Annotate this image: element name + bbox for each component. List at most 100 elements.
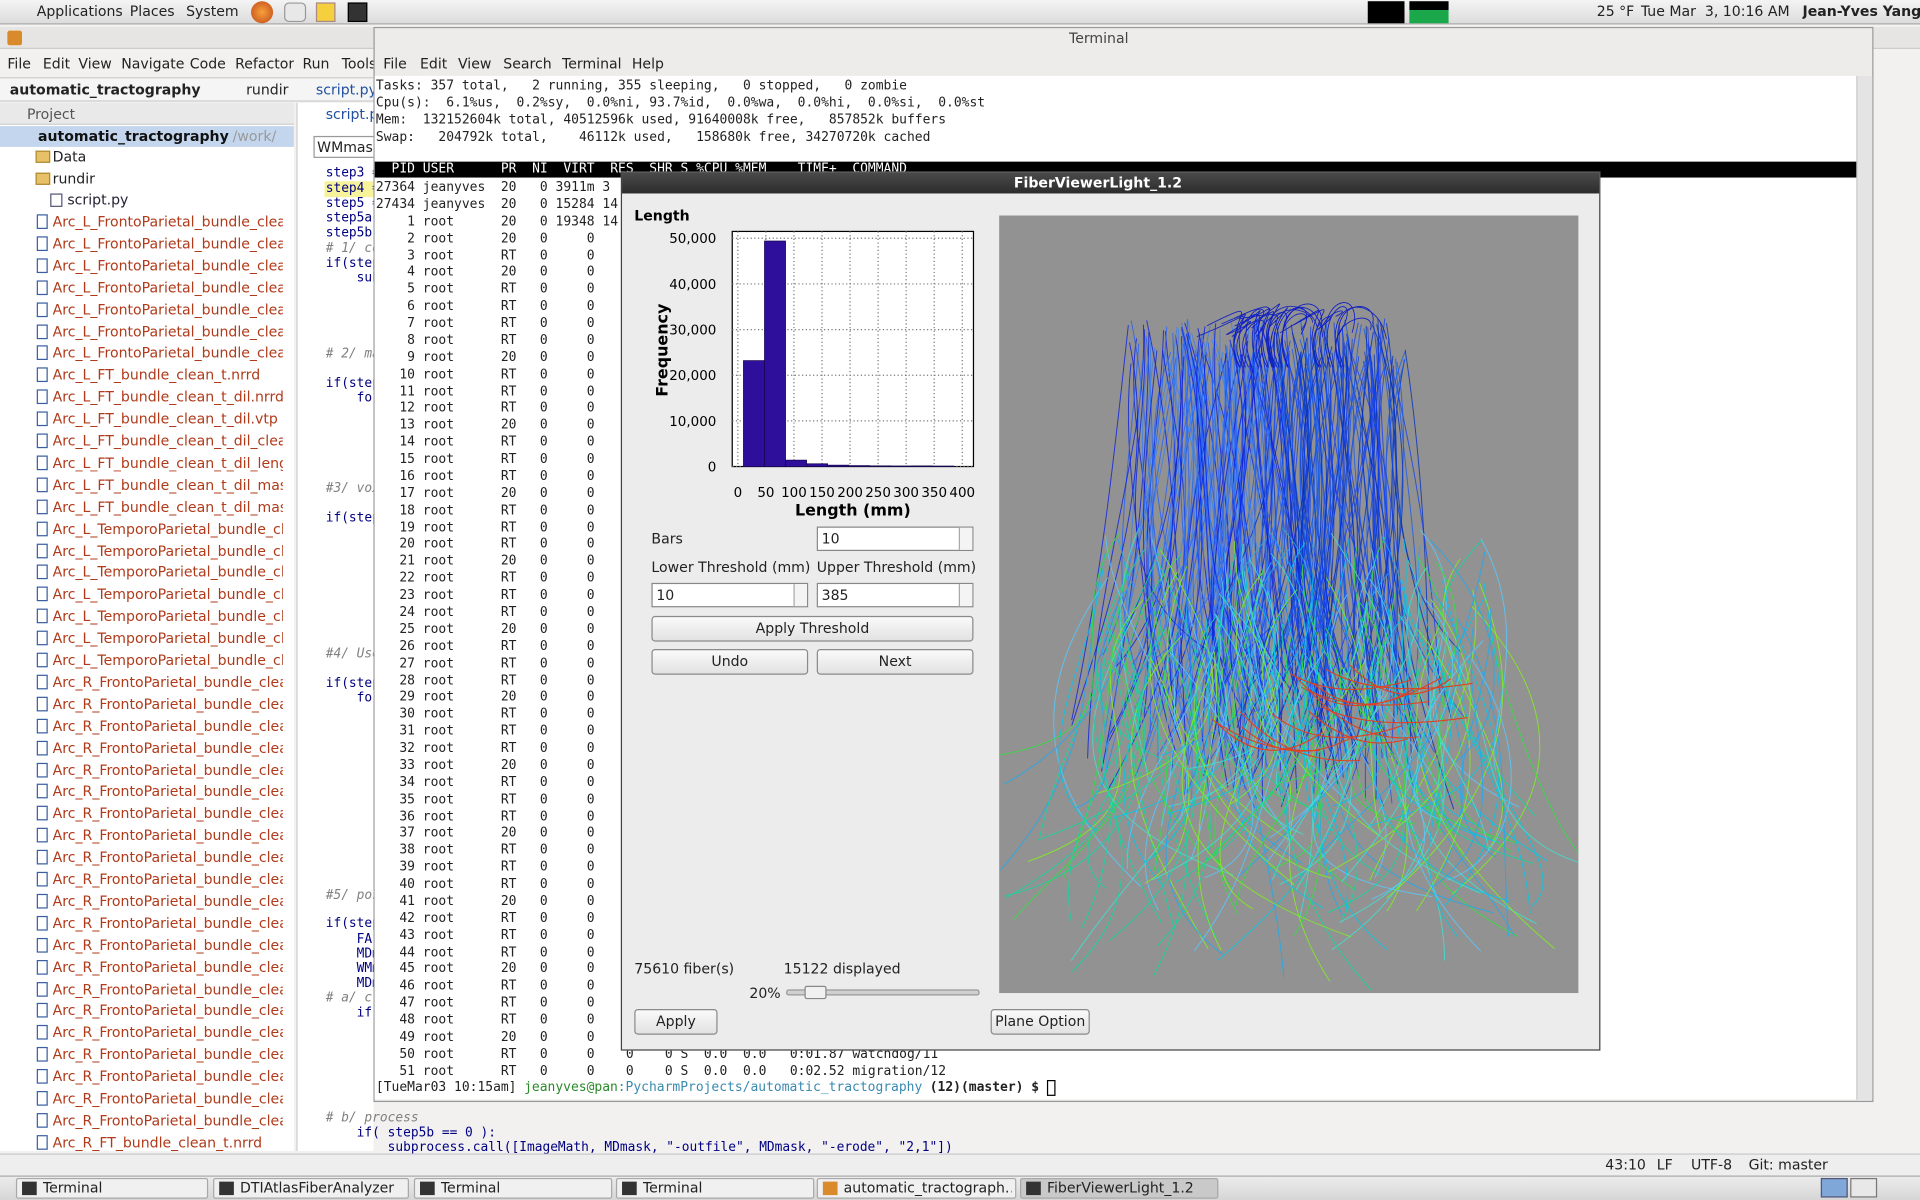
tree-file[interactable]: Arc_R_FrontoParietal_bundle_clean_ — [52, 717, 283, 735]
tree-file[interactable]: Arc_R_FrontoParietal_bundle_clean_ — [52, 958, 283, 976]
status-item[interactable]: 43:10 — [1605, 1155, 1646, 1174]
terminal-menu[interactable]: Edit — [420, 55, 448, 73]
breadcrumb[interactable]: script.py — [315, 80, 377, 98]
panel-menu[interactable]: Places — [129, 2, 175, 20]
folder[interactable]: Data — [52, 148, 87, 166]
tree-file[interactable]: Arc_R_FrontoParietal_bundle_clean_ — [52, 1111, 283, 1129]
tree-file[interactable]: Arc_L_FT_bundle_clean_t_dil.vtp — [52, 410, 278, 428]
task-button[interactable] — [15, 1177, 209, 1199]
terminal-menu[interactable]: File — [383, 55, 407, 73]
tree-file[interactable]: Arc_L_FT_bundle_clean_t_dil_maskT — [52, 497, 283, 516]
tree-file[interactable]: Arc_L_FT_bundle_clean_t.nrrd — [52, 366, 261, 384]
task-label[interactable]: Terminal — [642, 1179, 703, 1197]
tree-file[interactable]: Arc_R_FrontoParietal_bundle_clean_ — [52, 695, 283, 713]
tree-file[interactable]: Arc_R_FrontoParietal_bundle_clean_ — [52, 892, 283, 910]
task-label[interactable]: FiberViewerLight_1.2 — [1046, 1179, 1194, 1197]
launcher[interactable] — [251, 1, 274, 24]
spinbox-value[interactable]: 10 — [656, 586, 675, 604]
menu-item[interactable]: Navigate — [121, 55, 185, 73]
terminal-menu[interactable]: Help — [631, 55, 664, 73]
tree-file[interactable]: Arc_R_FrontoParietal_bundle_clean_ — [52, 673, 283, 691]
tree-file[interactable]: Arc_R_FrontoParietal_bundle_clean_ — [52, 739, 283, 757]
launcher[interactable] — [284, 2, 307, 23]
tree-file[interactable]: Arc_L_TemporoParietal_bundle_clea — [52, 563, 283, 581]
tree-file[interactable]: Arc_L_FrontoParietal_bundle_clean_ — [52, 256, 283, 275]
task-label[interactable]: Terminal — [42, 1179, 103, 1197]
button[interactable]: Next — [816, 648, 974, 675]
tree-file[interactable]: Arc_L_FrontoParietal_bundle_clean_ — [52, 278, 283, 296]
user[interactable]: Jean-Yves Yang — [1802, 2, 1920, 20]
tree-file[interactable]: Arc_L_TemporoParietal_bundle_clea — [52, 541, 283, 559]
launcher[interactable] — [315, 2, 336, 23]
tree-file[interactable]: Arc_L_TemporoParietal_bundle_clea — [52, 585, 283, 603]
tree-file[interactable]: Arc_L_FT_bundle_clean_t_dil.nrrd — [52, 388, 283, 406]
script-file[interactable]: script.py — [67, 191, 129, 209]
spinbox[interactable] — [651, 582, 809, 608]
status-item[interactable]: Git: master — [1748, 1155, 1828, 1174]
menu-item[interactable]: Run — [302, 55, 330, 73]
tree-file[interactable]: Arc_R_FrontoParietal_bundle_clean_ — [52, 826, 283, 844]
project-label[interactable]: Project — [26, 105, 76, 123]
editor-tab[interactable]: script.py — [325, 105, 375, 123]
tree-file[interactable]: Arc_L_FrontoParietal_bundle_clean_ — [52, 300, 283, 318]
button[interactable]: Apply Threshold — [651, 615, 974, 642]
breadcrumb[interactable]: rundir — [246, 80, 289, 98]
tree-file[interactable]: Arc_R_FrontoParietal_bundle_clean_ — [52, 936, 283, 954]
clock[interactable]: Tue Mar 3, 10:16 AM — [1640, 2, 1790, 20]
task-label[interactable]: automatic_tractograph... — [843, 1179, 1012, 1197]
tree-file[interactable]: Arc_R_FrontoParietal_bundle_clean_ — [52, 1089, 283, 1107]
task-button[interactable] — [1020, 1177, 1219, 1199]
menu-item[interactable]: File — [7, 55, 31, 73]
status-item[interactable]: LF — [1656, 1155, 1673, 1174]
spinbox[interactable] — [816, 526, 974, 552]
task-button[interactable] — [816, 1177, 1017, 1199]
task-button[interactable] — [413, 1177, 613, 1199]
panel-menu[interactable]: Applications — [36, 2, 123, 20]
menu-item[interactable]: Edit — [42, 55, 71, 73]
tree-file[interactable]: Arc_R_FrontoParietal_bundle_clean_ — [52, 914, 283, 932]
tree-file[interactable]: Arc_R_FT_bundle_clean_t.nrrd — [52, 1133, 263, 1151]
spinbox[interactable] — [816, 582, 974, 608]
tree-file[interactable]: Arc_L_FrontoParietal_bundle_clean_ — [52, 234, 283, 253]
slider-track[interactable] — [786, 989, 980, 996]
tree-file[interactable]: Arc_L_FrontoParietal_bundle_clean_ — [52, 213, 283, 231]
launcher[interactable] — [347, 2, 368, 23]
tree-file[interactable]: Arc_L_FT_bundle_clean_t_dil_maskC — [52, 476, 283, 494]
breadcrumb[interactable]: automatic_tractography — [9, 80, 201, 98]
button[interactable]: Apply — [634, 1008, 718, 1035]
task-label[interactable]: DTIAtlasFiberAnalyzer — [240, 1179, 395, 1197]
spinbox-value[interactable]: 385 — [821, 586, 849, 604]
weather[interactable]: 25 °F — [1596, 2, 1635, 20]
tree-file[interactable]: Arc_R_FrontoParietal_bundle_clean_ — [52, 1024, 283, 1042]
menu-item[interactable]: Refactor — [235, 55, 295, 73]
tree-root[interactable]: automatic_tractography — [37, 127, 229, 145]
menu-item[interactable]: Tools — [341, 55, 377, 73]
tree-file[interactable]: Arc_L_TemporoParietal_bundle_clea — [52, 607, 283, 625]
tree-file[interactable]: Arc_R_FrontoParietal_bundle_clean_ — [52, 1045, 283, 1064]
tree-file[interactable]: Arc_L_FrontoParietal_bundle_clean_ — [52, 322, 283, 340]
tree-file[interactable]: Arc_R_FrontoParietal_bundle_clean_ — [52, 870, 283, 888]
terminal-menu[interactable]: Terminal — [562, 55, 622, 73]
task-button[interactable] — [213, 1177, 409, 1199]
search-text[interactable]: WMmask — [317, 138, 373, 156]
tree-file[interactable]: Arc_R_FrontoParietal_bundle_clean_ — [52, 1067, 283, 1086]
menu-item[interactable]: View — [78, 55, 112, 73]
menu-item[interactable]: Code — [189, 55, 226, 73]
panel-menu[interactable]: System — [186, 2, 239, 20]
tree-file[interactable]: Arc_L_FrontoParietal_bundle_clean_ — [52, 344, 283, 362]
button[interactable]: Plane Option — [990, 1008, 1090, 1035]
spinbox-value[interactable]: 10 — [821, 530, 840, 548]
tree-file[interactable]: Arc_L_FT_bundle_clean_t_dil_cleanE — [52, 432, 283, 450]
slider-handle[interactable] — [804, 985, 827, 1000]
tree-file[interactable]: Arc_R_FrontoParietal_bundle_clean_ — [52, 804, 283, 822]
tree-file[interactable]: Arc_L_TemporoParietal_bundle_clea — [52, 629, 283, 647]
folder[interactable]: rundir — [52, 170, 95, 188]
tree-file[interactable]: Arc_L_TemporoParietal_bundle_clea — [52, 651, 283, 669]
tree-file[interactable]: Arc_R_FrontoParietal_bundle_clean_ — [52, 782, 283, 801]
tree-file[interactable]: Arc_R_FrontoParietal_bundle_clean_ — [52, 848, 283, 866]
tree-file[interactable]: Arc_L_TemporoParietal_bundle_clea — [52, 519, 283, 538]
tree-file[interactable]: Arc_R_FrontoParietal_bundle_clean_ — [52, 1002, 283, 1020]
button[interactable]: Undo — [651, 648, 809, 675]
status-item[interactable]: UTF-8 — [1691, 1155, 1733, 1174]
terminal-menu[interactable]: Search — [503, 55, 552, 73]
